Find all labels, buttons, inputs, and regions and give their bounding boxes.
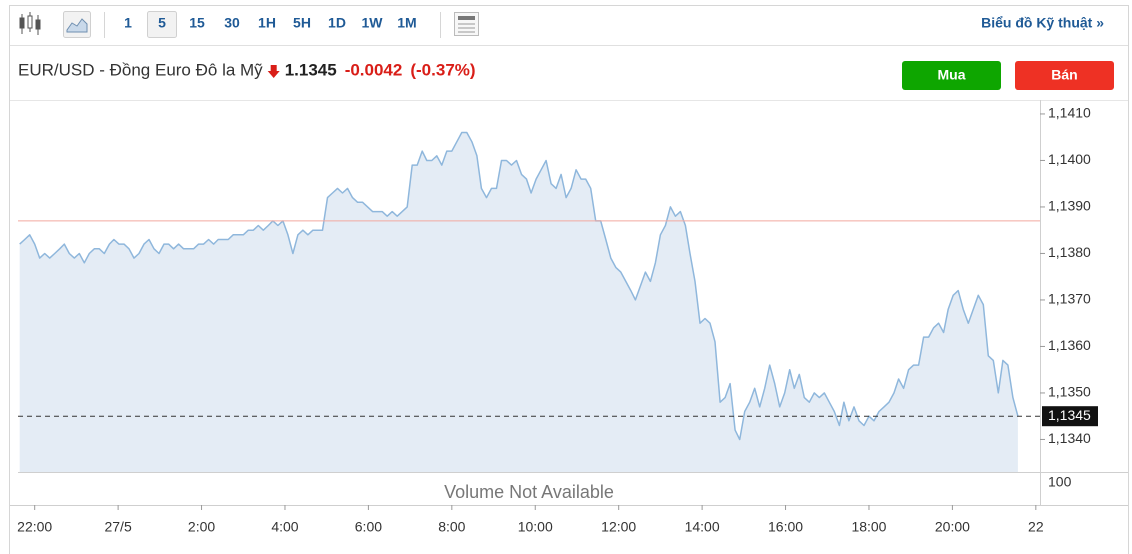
interval[interactable]: 1D xyxy=(328,15,346,31)
interval[interactable]: 1M xyxy=(397,15,416,31)
last-price-box xyxy=(1042,406,1098,427)
x-tick-label: 10:00 xyxy=(518,519,553,535)
y-tick-label: 1,1380 xyxy=(1048,244,1091,260)
x-tick-label: 6:00 xyxy=(355,519,382,535)
buy-button[interactable]: Mua xyxy=(902,61,1001,90)
y-tick-label: 1,1340 xyxy=(1048,430,1091,446)
price-line xyxy=(19,131,1019,441)
down-arrow xyxy=(267,65,280,78)
instrument-name: EUR/USD - Đồng Euro Đô la Mỹ xyxy=(18,60,263,79)
change: -0.0042 xyxy=(345,60,403,79)
interval[interactable]: 30 xyxy=(224,15,240,31)
interval[interactable]: 5H xyxy=(293,15,311,31)
buy-label[interactable]: Mua xyxy=(938,67,966,83)
change-pct: (-0.37%) xyxy=(410,60,475,79)
interval[interactable]: 1W xyxy=(362,15,384,31)
x-tick-label: 12:00 xyxy=(601,519,636,535)
x-tick-label: 2:00 xyxy=(188,519,215,535)
sell-label[interactable]: Bán xyxy=(1051,67,1077,83)
interval-selected xyxy=(147,11,177,38)
x-tick-label: 14:00 xyxy=(685,519,720,535)
x-tick-label: 4:00 xyxy=(271,519,298,535)
y-tick-label: 1,1350 xyxy=(1048,384,1091,400)
area-icon[interactable] xyxy=(63,11,91,38)
last-price-label: 1,1345 xyxy=(1048,407,1091,423)
y-tick-label: 1,1370 xyxy=(1048,291,1091,307)
volume-tick-label: 100 xyxy=(1048,474,1072,490)
price: 1.1345 xyxy=(285,60,337,79)
x-tick-label: 22:00 xyxy=(17,519,52,535)
interval[interactable]: 1H xyxy=(258,15,276,31)
volume-note: Volume Not Available xyxy=(444,482,614,502)
interval[interactable]: 1 xyxy=(124,15,132,31)
x-tick-label: 16:00 xyxy=(768,519,803,535)
area xyxy=(19,132,1018,472)
y-tick-label: 1,1390 xyxy=(1048,198,1091,214)
y-tick-label: 1,1400 xyxy=(1048,151,1091,167)
sell-button[interactable]: Bán xyxy=(1015,61,1114,90)
y-tick-label: 1,1360 xyxy=(1048,337,1091,353)
x-tick-label: 22 xyxy=(1028,519,1044,535)
x-tick-label: 27/5 xyxy=(104,519,131,535)
candle-icon[interactable] xyxy=(19,12,41,35)
x-tick-label: 18:00 xyxy=(851,519,886,535)
x-tick-label: 8:00 xyxy=(438,519,465,535)
interval[interactable]: 15 xyxy=(189,15,205,31)
interval[interactable]: 5 xyxy=(158,15,166,31)
technical-link[interactable]: Biểu đồ Kỹ thuật » xyxy=(981,15,1104,31)
x-tick-label: 20:00 xyxy=(935,519,970,535)
news-icon[interactable] xyxy=(454,12,479,36)
y-tick-label: 1,1410 xyxy=(1048,105,1091,121)
